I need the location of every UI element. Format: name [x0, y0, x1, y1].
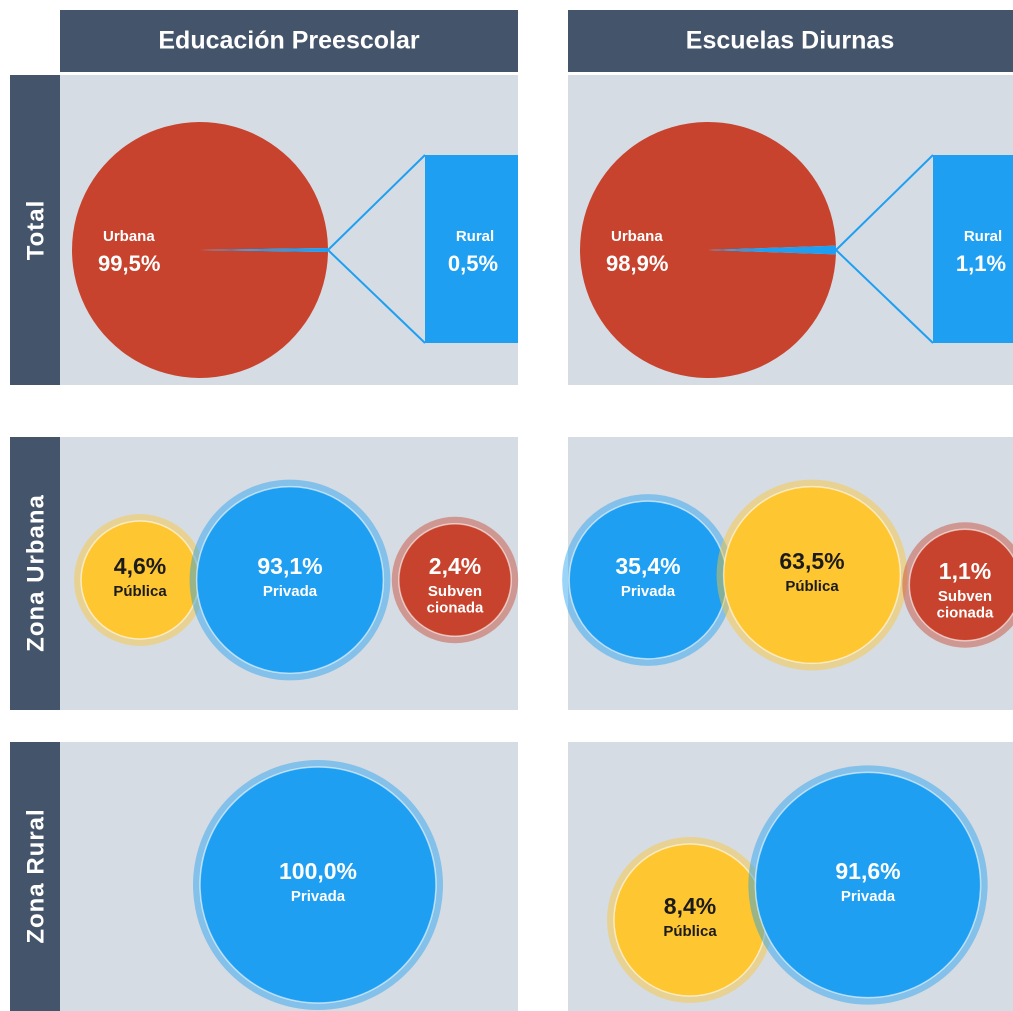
row-header [10, 75, 60, 385]
row-header [10, 437, 60, 710]
bubble-label: Subven cionada [937, 588, 994, 622]
bubble [195, 485, 385, 675]
bubble [908, 528, 1013, 642]
connector [327, 249, 426, 344]
bubble-value: 100,0% [279, 858, 357, 884]
connector [835, 249, 934, 344]
bubble-label: Privada [621, 583, 676, 600]
bar-label: Rural [456, 228, 494, 245]
bubble-label: Privada [291, 888, 346, 905]
row-title: Zona Rural [22, 808, 49, 943]
row-title: Zona Urbana [22, 494, 49, 652]
bubble-label: Pública [663, 923, 717, 940]
column-header [60, 10, 518, 72]
column-header [568, 10, 1013, 72]
bubble-label: Pública [785, 578, 839, 595]
connector [327, 154, 426, 251]
slice-value: 99,5% [98, 251, 160, 276]
pie-slice [708, 245, 836, 255]
row-header [10, 742, 60, 1011]
slice-value: 98,9% [606, 251, 668, 276]
pie-slice [580, 122, 836, 378]
bubble-value: 8,4% [664, 893, 716, 919]
column-title: Educación Preescolar [158, 27, 420, 55]
bubble-value: 2,4% [429, 553, 481, 579]
bubble-value: 63,5% [779, 548, 844, 574]
bubble [80, 520, 200, 640]
bar [933, 155, 1013, 343]
bubble-value: 4,6% [114, 553, 166, 579]
row-title: Total [22, 200, 49, 261]
bubble-value: 93,1% [257, 553, 322, 579]
bubble [199, 766, 437, 1004]
bubble [398, 523, 512, 637]
bar-value: 1,1% [956, 251, 1006, 276]
pie-slice [72, 121, 328, 379]
bubble-value: 91,6% [835, 858, 900, 884]
bubble-label: Pública [113, 583, 167, 600]
bar-label: Rural [964, 228, 1002, 245]
column-title: Escuelas Diurnas [686, 27, 894, 55]
bubble [568, 500, 728, 660]
bubble-value: 1,1% [939, 558, 991, 584]
pie-slice [200, 247, 329, 253]
slice-label: Urbana [611, 228, 663, 245]
bubble-label: Privada [263, 583, 318, 600]
bubble-value: 35,4% [615, 553, 680, 579]
bubble [613, 843, 767, 997]
bar [425, 155, 518, 343]
connector [835, 154, 934, 251]
bubble [722, 485, 902, 665]
bubble-label: Privada [841, 888, 896, 905]
slice-label: Urbana [103, 228, 155, 245]
bubble-label: Subven cionada [427, 583, 484, 617]
bar-value: 0,5% [448, 251, 498, 276]
bubble [754, 771, 982, 999]
